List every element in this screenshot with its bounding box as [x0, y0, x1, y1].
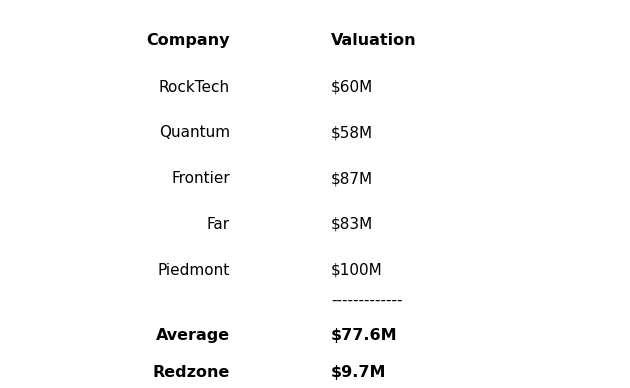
Text: $58M: $58M	[331, 125, 373, 140]
Text: Frontier: Frontier	[171, 171, 230, 186]
Text: $87M: $87M	[331, 171, 373, 186]
Text: RockTech: RockTech	[159, 80, 230, 95]
Text: $9.7M: $9.7M	[331, 365, 386, 380]
Text: Valuation: Valuation	[331, 33, 416, 48]
Text: Far: Far	[207, 217, 230, 232]
Text: -------------: -------------	[331, 293, 402, 308]
Text: Average: Average	[156, 328, 230, 343]
Text: Piedmont: Piedmont	[158, 263, 230, 278]
Text: $83M: $83M	[331, 217, 373, 232]
Text: Redzone: Redzone	[152, 365, 230, 380]
Text: $77.6M: $77.6M	[331, 328, 398, 343]
Text: $100M: $100M	[331, 263, 382, 278]
Text: Quantum: Quantum	[159, 125, 230, 140]
Text: $60M: $60M	[331, 80, 373, 95]
Text: Company: Company	[146, 33, 230, 48]
